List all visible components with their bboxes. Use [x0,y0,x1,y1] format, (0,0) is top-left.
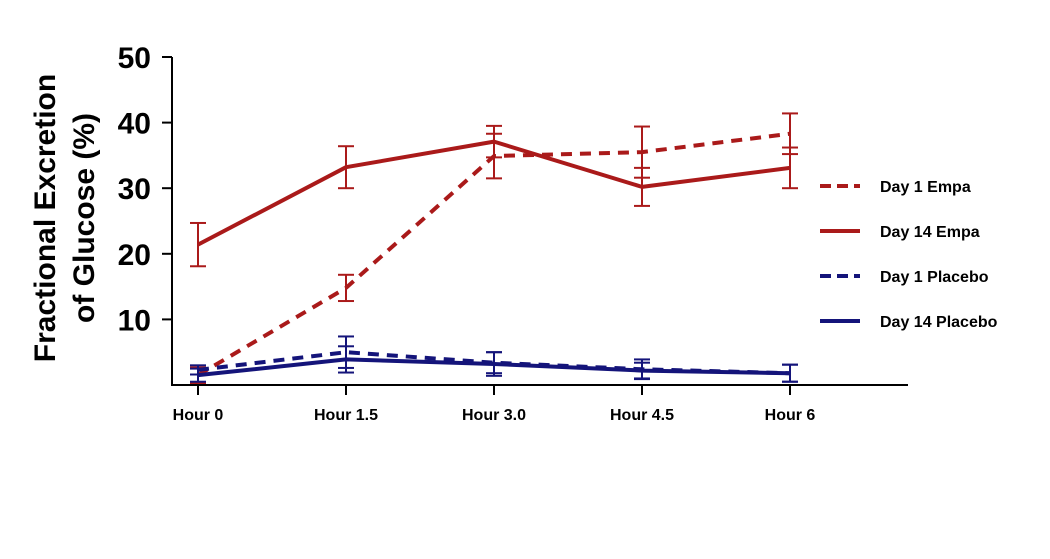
plot-area [190,112,798,385]
y-axis-label-line-1: Fractional Excretion [29,74,62,362]
data-point [789,372,791,374]
y-tick-label: 20 [118,239,151,272]
legend-label-day-1-empa: Day 1 Empa [880,179,971,196]
data-point [197,244,199,246]
data-point [789,167,791,169]
x-tick-label: Hour 4.5 [610,407,674,424]
x-ticks: Hour 0 Hour 1.5 Hour 3.0 Hour 4.5 Hour 6 [173,385,816,424]
y-ticks: 10 20 30 40 50 [118,42,172,337]
y-tick-label: 10 [118,304,151,337]
y-tick-label: 30 [118,173,151,206]
data-point [789,133,791,135]
x-tick-label: Hour 3.0 [462,407,526,424]
legend-label-day-1-placebo: Day 1 Placebo [880,269,989,286]
x-tick-label: Hour 0 [173,407,224,424]
data-point [345,287,347,289]
data-point [641,186,643,188]
y-tick-label: 40 [118,108,151,141]
legend: Day 1 Empa Day 14 Empa Day 1 Placebo Day 14… [820,179,998,331]
data-point [345,358,347,360]
y-tick-label: 50 [118,42,151,75]
x-tick-label: Hour 6 [765,407,816,424]
legend-label-day-14-empa: Day 14 Empa [880,224,980,241]
x-tick-label: Hour 1.5 [314,407,378,424]
data-point [345,166,347,168]
data-point [641,151,643,153]
data-point [197,374,199,376]
data-point [493,141,495,143]
data-point [493,363,495,365]
series-day-14-empa [190,124,798,268]
series-day-14-placebo [190,345,798,383]
data-point [641,370,643,372]
legend-label-day-14-placebo: Day 14 Placebo [880,314,998,331]
y-axis-label-line-2: of Glucose (%) [68,113,101,323]
